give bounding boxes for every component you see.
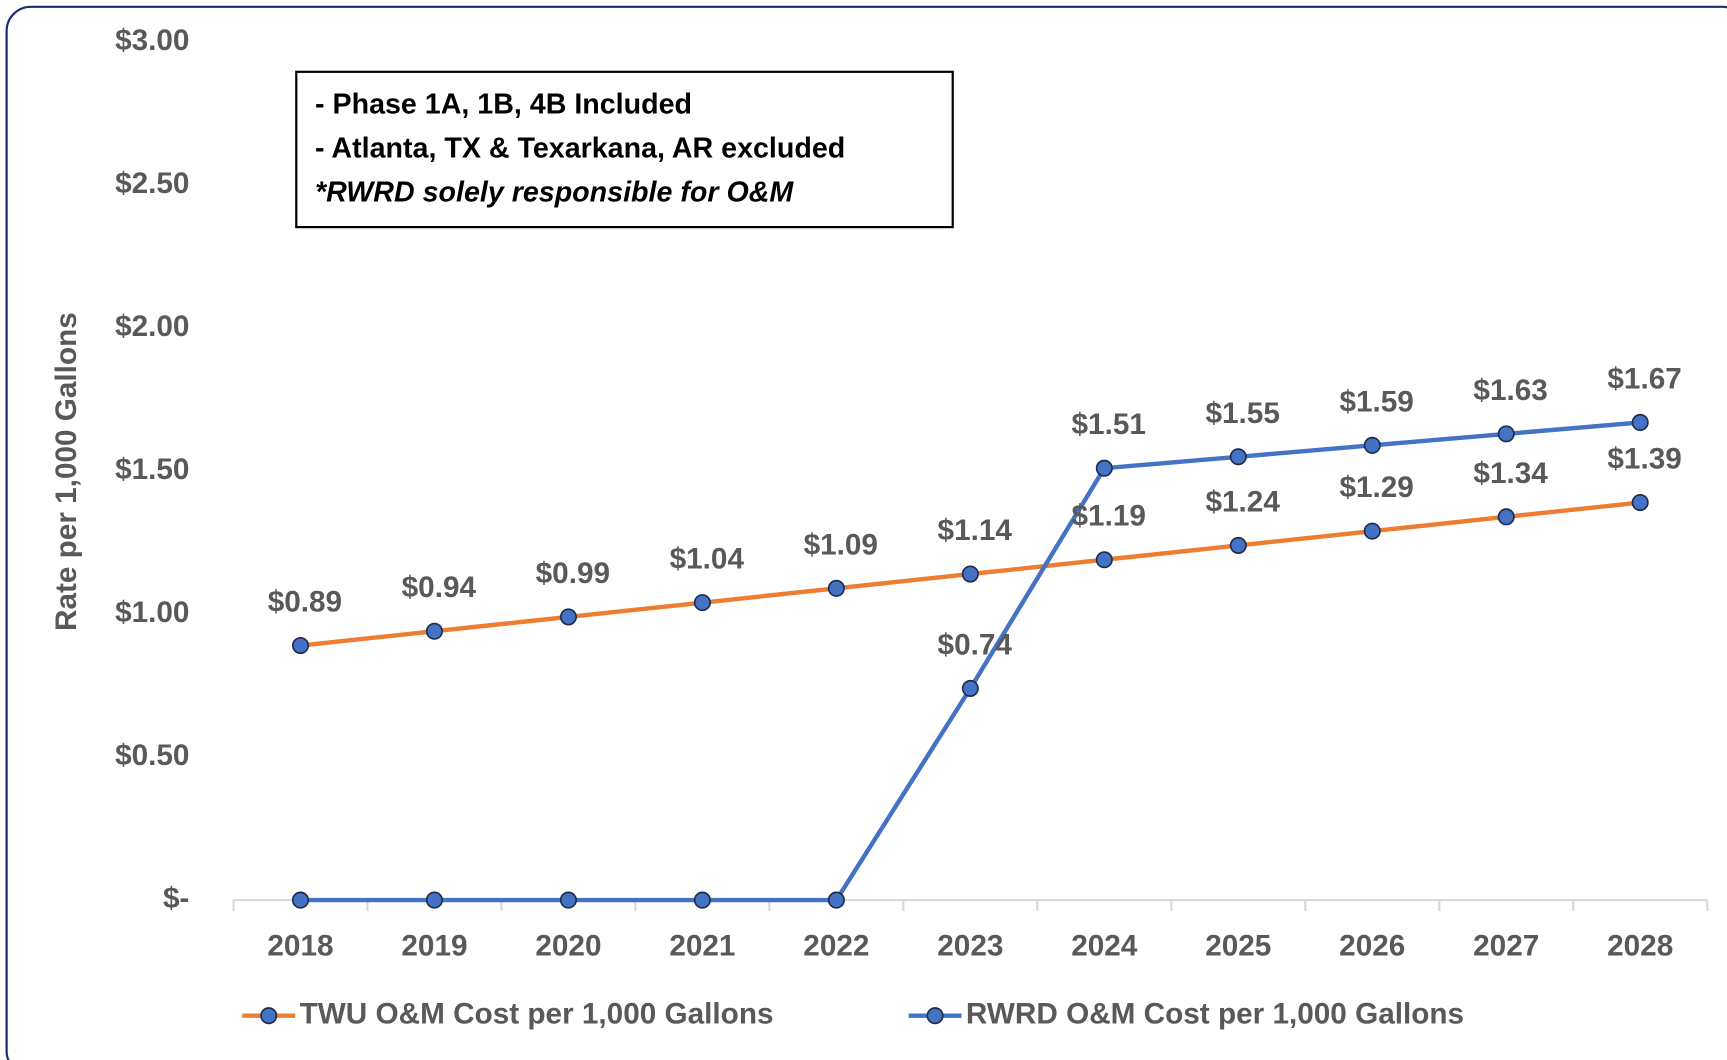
data-point (1497, 425, 1515, 443)
data-label: $1.04 (670, 543, 745, 576)
x-tick-label: 2026 (1339, 929, 1405, 962)
legend-marker (260, 1007, 278, 1025)
data-point (1631, 493, 1649, 512)
data-label: $1.39 (1607, 443, 1681, 476)
data-label: $1.34 (1473, 457, 1548, 490)
y-tick-label: $- (163, 882, 189, 915)
x-tick-label: 2023 (937, 929, 1003, 962)
data-label: $1.63 (1473, 374, 1547, 407)
data-point (291, 891, 310, 909)
data-point (1095, 551, 1113, 569)
data-label: $0.89 (268, 586, 342, 619)
data-point (1229, 536, 1247, 554)
data-label: $1.14 (938, 514, 1013, 547)
y-tick-label: $3.00 (115, 24, 189, 57)
data-point (1229, 448, 1247, 466)
data-label: $1.67 (1607, 362, 1681, 395)
y-tick-label: $2.50 (115, 167, 189, 200)
data-point (961, 679, 979, 697)
x-tick-label: 2025 (1205, 929, 1271, 962)
x-tick-label: 2024 (1071, 929, 1138, 962)
x-tick-label: 2021 (669, 929, 735, 962)
data-label: $0.99 (536, 557, 610, 590)
data-point (693, 891, 711, 909)
x-tick-label: 2022 (803, 929, 869, 962)
annotation: *RWRD solely responsible for O&M (315, 177, 794, 209)
y-tick-label: $1.50 (115, 453, 189, 486)
annotation-box (295, 70, 954, 229)
data-point (827, 891, 845, 909)
x-tick-label: 2018 (267, 929, 333, 962)
data-point (559, 891, 577, 909)
y-axis-label: Rate per 1,000 Gallons (50, 312, 83, 631)
data-point (559, 608, 577, 626)
data-point (1363, 522, 1381, 540)
data-label: $1.59 (1339, 385, 1413, 418)
data-point (425, 891, 443, 909)
y-tick-label: $1.00 (115, 596, 189, 629)
x-tick-label: 2028 (1607, 929, 1673, 962)
annotation: - Phase 1A, 1B, 4B Included (315, 89, 692, 121)
data-point (961, 565, 979, 583)
x-tick-label: 2019 (401, 929, 467, 962)
data-point (693, 594, 711, 612)
legend-label: TWU O&M Cost per 1,000 Gallons (300, 998, 774, 1031)
data-point (1095, 459, 1113, 477)
data-label: $1.24 (1205, 485, 1280, 518)
data-label: $1.19 (1072, 500, 1146, 533)
data-point (827, 579, 845, 597)
data-point (291, 636, 310, 655)
data-point (1631, 413, 1649, 431)
data-label: $0.94 (402, 571, 477, 604)
data-point (425, 622, 443, 640)
legend-marker (926, 1007, 944, 1025)
data-label: $0.74 (938, 628, 1013, 661)
chart-border (5, 5, 1727, 1060)
legend-label: RWRD O&M Cost per 1,000 Gallons (966, 998, 1464, 1031)
annotation: - Atlanta, TX & Texarkana, AR excluded (315, 133, 845, 165)
data-label: $1.29 (1339, 471, 1413, 504)
data-point (1363, 436, 1381, 454)
y-tick-label: $2.00 (115, 310, 189, 343)
data-label: $1.55 (1205, 397, 1279, 430)
data-point (1497, 508, 1515, 526)
data-label: $1.51 (1072, 408, 1146, 441)
x-tick-label: 2020 (535, 929, 601, 962)
x-tick-label: 2027 (1473, 929, 1539, 962)
y-tick-label: $0.50 (115, 739, 189, 772)
data-label: $1.09 (804, 528, 878, 561)
